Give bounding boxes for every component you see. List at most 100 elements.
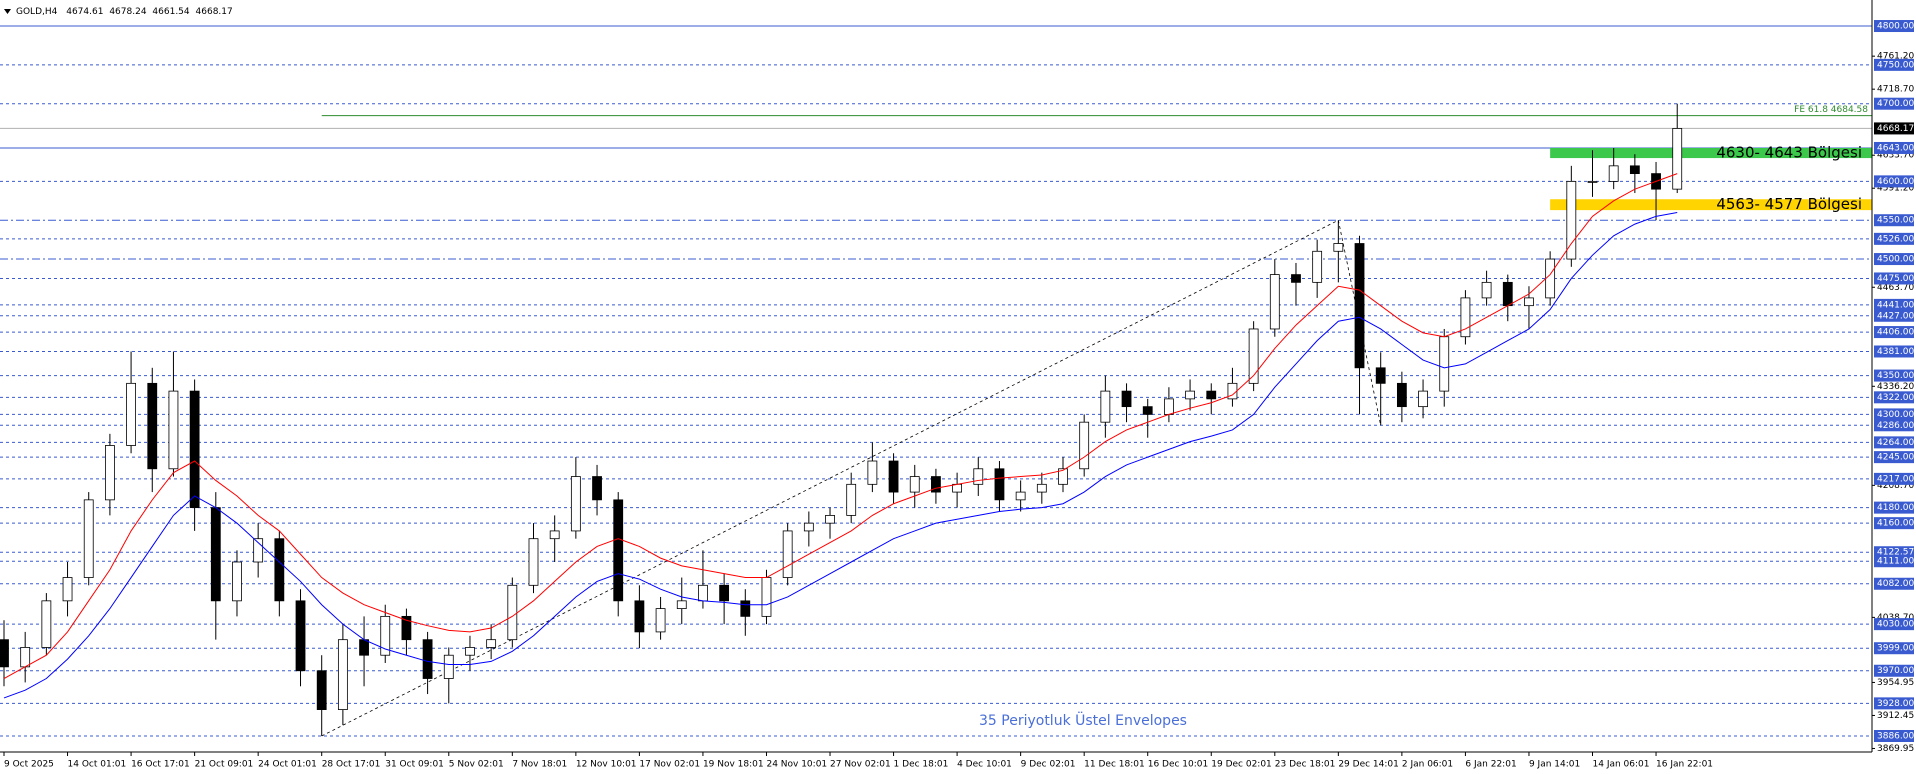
level-label: 4600.00 xyxy=(1877,177,1914,187)
level-label: 4381.00 xyxy=(1877,347,1914,357)
level-box xyxy=(1874,369,1914,382)
candle-body xyxy=(1142,406,1153,415)
level-label: 4286.00 xyxy=(1877,421,1914,431)
x-tick-label: 6 Jan 22:01 xyxy=(1465,760,1516,770)
level-box xyxy=(1874,436,1914,449)
y-tick-label: 4208.70 xyxy=(1877,481,1914,491)
candle-body xyxy=(168,390,179,470)
level-label: 4217.00 xyxy=(1877,474,1914,484)
y-tick-label: 4591.20 xyxy=(1877,184,1914,194)
level-box xyxy=(1874,58,1914,71)
candle-body xyxy=(761,577,772,617)
candle-body xyxy=(1058,468,1068,485)
candle-body xyxy=(20,647,31,668)
candle-body xyxy=(1291,274,1301,283)
candle-body xyxy=(1121,390,1132,408)
candle-body xyxy=(1269,274,1280,330)
candle-body xyxy=(210,507,221,602)
level-box xyxy=(1874,408,1914,421)
x-tick-label: 28 Oct 17:01 xyxy=(322,760,381,770)
level-label: 4322.00 xyxy=(1877,393,1914,403)
level-box xyxy=(1874,618,1914,631)
candle-body xyxy=(359,639,369,656)
candle-body xyxy=(443,654,454,679)
candle-body xyxy=(295,600,306,672)
candle-body xyxy=(147,382,158,470)
level-box xyxy=(1874,642,1914,655)
level-label: 4122.57 xyxy=(1877,548,1914,558)
candle-body xyxy=(1629,165,1640,175)
y-tick-label: 3954.95 xyxy=(1877,678,1914,688)
y-tick-label: 4761.20 xyxy=(1877,52,1914,62)
level-label: 4427.00 xyxy=(1877,311,1914,321)
level-box xyxy=(1874,326,1914,339)
header: GOLD,H4 4674.61 4678.24 4661.54 4668.17 xyxy=(16,7,233,17)
candle-body xyxy=(1248,328,1259,384)
level-box xyxy=(1874,272,1914,285)
y-tick-label: 3912.45 xyxy=(1877,711,1914,721)
level-label: 4526.00 xyxy=(1877,234,1914,244)
x-tick-label: 11 Dec 18:01 xyxy=(1084,760,1145,770)
candle-body xyxy=(189,390,200,509)
level-box xyxy=(1874,253,1914,266)
x-tick-label: 12 Nov 10:01 xyxy=(576,760,637,770)
candle-body xyxy=(274,538,285,602)
zone-label: 4563- 4577 Bölgesi xyxy=(1716,195,1862,213)
candle-body xyxy=(803,522,814,532)
candle-body xyxy=(931,476,941,493)
level-label: 3999.00 xyxy=(1877,644,1914,654)
x-tick-label: 16 Jan 22:01 xyxy=(1656,760,1713,770)
candle-body xyxy=(1587,180,1598,183)
y-tick-label: 4633.70 xyxy=(1877,151,1914,161)
level-box xyxy=(1874,517,1914,530)
level-label: 4643.00 xyxy=(1877,143,1914,153)
close: 4668.17 xyxy=(196,7,233,17)
x-tick-label: 16 Oct 17:01 xyxy=(131,760,190,770)
level-label: 4441.00 xyxy=(1877,300,1914,310)
candle-body xyxy=(698,584,708,602)
candle-body xyxy=(1481,281,1492,299)
envelope-line xyxy=(3,173,1678,679)
candle-body xyxy=(994,468,1005,501)
candle-body xyxy=(465,647,475,656)
level-box xyxy=(1874,345,1914,358)
candle-body xyxy=(0,639,9,668)
x-tick-label: 17 Nov 02:01 xyxy=(639,760,700,770)
x-tick-label: 23 Dec 18:01 xyxy=(1275,760,1336,770)
candle-body xyxy=(549,530,560,540)
candle-body xyxy=(1206,390,1217,400)
candle-body xyxy=(782,530,793,578)
last-price-label: 4668.17 xyxy=(1877,124,1914,134)
trendline xyxy=(321,219,1339,737)
candle-body xyxy=(888,460,899,493)
candle-body xyxy=(1312,250,1323,283)
level-label: 4800.00 xyxy=(1877,22,1914,32)
zone xyxy=(1550,147,1872,159)
candle-body xyxy=(62,577,73,602)
candle-body xyxy=(1460,297,1471,338)
candle-body xyxy=(655,608,666,633)
x-tick-label: 16 Dec 10:01 xyxy=(1148,760,1209,770)
candle-body xyxy=(41,600,52,648)
candle-body xyxy=(1375,367,1386,384)
envelope-line xyxy=(3,211,1678,699)
level-box xyxy=(1874,175,1914,188)
level-box xyxy=(1874,664,1914,677)
candle-body xyxy=(528,538,539,586)
candle-body xyxy=(507,584,518,641)
y-tick-label: 4336.20 xyxy=(1877,382,1914,392)
candle-body xyxy=(105,445,115,501)
low: 4661.54 xyxy=(152,7,189,17)
candle-body xyxy=(592,476,602,501)
x-tick-label: 1 Dec 18:01 xyxy=(894,760,949,770)
symbol: GOLD,H4 xyxy=(16,7,58,17)
candle-body xyxy=(1608,165,1619,182)
x-tick-label: 9 Oct 2025 xyxy=(4,760,54,770)
y-tick-label: 3869.95 xyxy=(1877,744,1914,754)
fe-label: FE 61.8 4684.58 xyxy=(1794,105,1868,115)
candle-body xyxy=(1354,243,1365,369)
candle-body xyxy=(486,639,497,648)
